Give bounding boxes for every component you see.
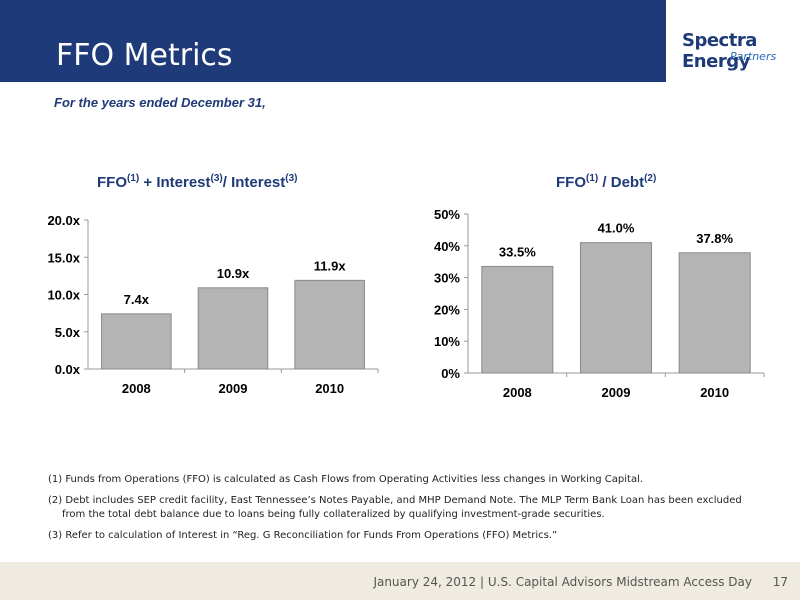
footnote-2: (2) Debt includes SEP credit facility, E… (48, 495, 742, 520)
y-tick-label: 15.0x (47, 250, 80, 265)
y-tick-label: 50% (434, 207, 460, 222)
x-tick-label: 2009 (602, 385, 631, 400)
y-tick-label: 30% (434, 271, 460, 286)
header-bar (0, 0, 666, 82)
footnote-3: (3) Refer to calculation of Interest in … (48, 530, 558, 541)
footnotes: (1) Funds from Operations (FFO) is calcu… (48, 473, 768, 550)
x-tick-label: 2008 (122, 381, 151, 396)
bar (579, 242, 653, 374)
y-tick-label: 0% (441, 366, 460, 381)
x-tick-label: 2010 (700, 385, 729, 400)
bar (481, 265, 554, 374)
y-tick-label: 20% (434, 302, 460, 317)
company-logo-sub: Partners (730, 50, 777, 63)
y-tick-label: 10% (434, 334, 460, 349)
bar (197, 287, 269, 370)
page-title: FFO Metrics (56, 38, 233, 73)
data-label: 10.9x (217, 266, 250, 281)
x-tick-label: 2010 (315, 381, 344, 396)
company-logo: Spectra Energy (682, 30, 757, 72)
data-label: 37.8% (696, 231, 733, 246)
y-tick-label: 20.0x (47, 213, 80, 228)
data-label: 33.5% (499, 244, 536, 259)
y-tick-label: 0.0x (55, 362, 81, 377)
footnote-1: (1) Funds from Operations (FFO) is calcu… (48, 474, 644, 485)
bar (678, 252, 751, 374)
footer-bar (0, 562, 800, 600)
y-tick-label: 40% (434, 239, 460, 254)
y-tick-label: 5.0x (55, 325, 81, 340)
data-label: 41.0% (598, 221, 635, 236)
data-label: 11.9x (314, 258, 347, 273)
x-tick-label: 2008 (503, 385, 532, 400)
footer-text: January 24, 2012 | U.S. Capital Advisors… (373, 575, 752, 589)
bar (101, 313, 172, 370)
data-label: 7.4x (124, 292, 150, 307)
chart-title-interest-coverage: FFO(1) + Interest(3)/ Interest(3) (97, 173, 298, 191)
period-subtitle: For the years ended December 31, (54, 95, 266, 110)
page-number: 17 (772, 575, 788, 589)
y-tick-label: 10.0x (47, 288, 80, 303)
bar (294, 279, 365, 370)
logo-box (666, 0, 800, 82)
chart-title-ffo-debt: FFO(1) / Debt(2) (556, 173, 657, 191)
x-tick-label: 2009 (219, 381, 248, 396)
